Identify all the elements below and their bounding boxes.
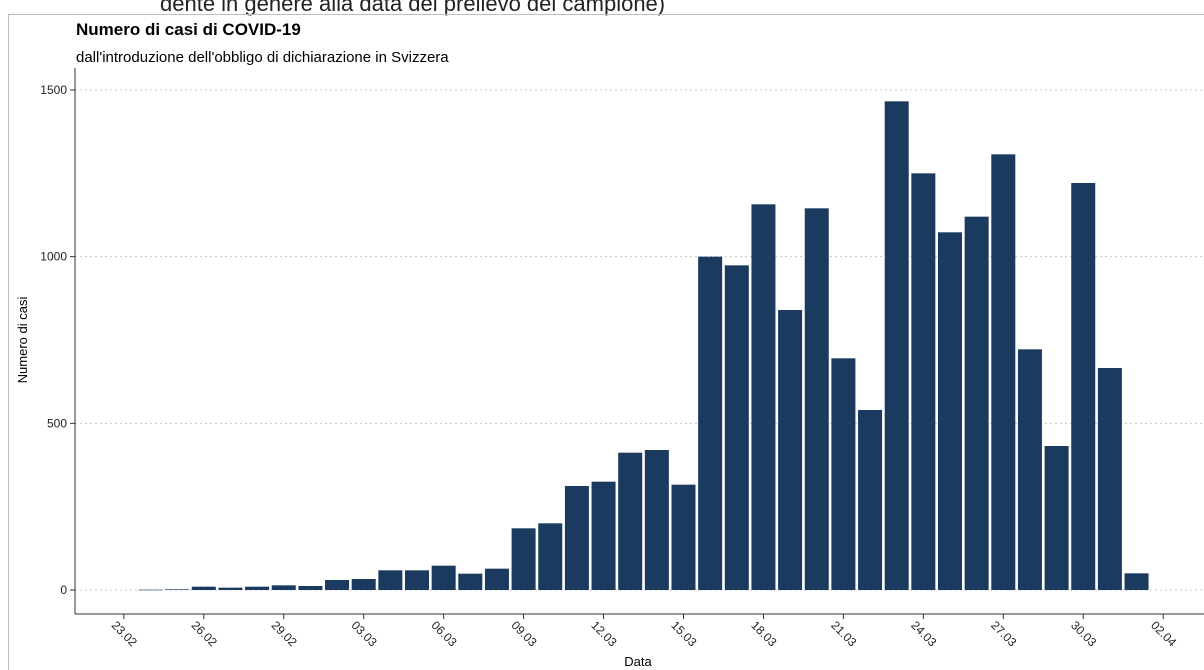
bar-19.03 [778, 310, 803, 590]
y-tick-label: 500 [47, 416, 67, 430]
top-caption: dente in genere alla data del prelievo d… [160, 0, 666, 16]
x-tick-label: 03.03 [349, 618, 380, 649]
x-tick-label: 30.03 [1068, 618, 1099, 649]
bar-29.03 [1044, 446, 1069, 590]
bar-16.03 [698, 256, 723, 590]
chart-subtitle: dall'introduzione dell'obbligo di dichia… [76, 49, 449, 66]
bar-02.03 [325, 580, 350, 590]
bar-04.03 [378, 570, 403, 590]
x-tick-label: 21.03 [828, 618, 859, 649]
bar-21.03 [831, 358, 856, 590]
bar-22.03 [858, 410, 883, 590]
bar-25.02 [165, 589, 190, 590]
bar-24.02 [138, 589, 163, 591]
bar-30.03 [1071, 183, 1096, 590]
y-tick-label: 1000 [40, 250, 67, 264]
y-tick-label: 1500 [40, 83, 67, 97]
x-tick-label: 18.03 [748, 618, 779, 649]
bars [138, 101, 1149, 591]
x-tick-label: 27.03 [988, 618, 1019, 649]
chart-frame [8, 14, 1204, 670]
bar-29.02 [271, 585, 296, 590]
bar-24.03 [911, 173, 936, 590]
bar-14.03 [644, 450, 669, 590]
chart-title: Numero di casi di COVID-19 [76, 20, 301, 39]
x-tick-label: 23.02 [109, 618, 140, 649]
bar-27.03 [991, 154, 1016, 590]
bar-17.03 [724, 265, 749, 590]
bar-15.03 [671, 484, 696, 590]
bar-11.03 [564, 486, 589, 590]
y-tick-label: 0 [60, 583, 67, 597]
x-tick-label: 29.02 [269, 618, 300, 649]
x-tick-label: 02.04 [1148, 618, 1179, 649]
x-tick-label: 09.03 [508, 618, 539, 649]
y-axis-title: Numero di casi [15, 297, 30, 384]
bar-27.02 [218, 587, 243, 590]
bar-01.03 [298, 586, 323, 590]
bar-26.02 [191, 586, 216, 590]
bar-26.03 [964, 216, 989, 591]
bar-12.03 [591, 481, 616, 590]
bar-31.03 [1097, 368, 1122, 590]
bar-05.03 [405, 570, 429, 590]
bar-10.03 [538, 523, 563, 590]
bar-13.03 [618, 452, 643, 590]
x-tick-label: 26.02 [189, 618, 220, 649]
bar-06.03 [431, 565, 456, 590]
x-tick-label: 12.03 [588, 618, 619, 649]
bar-03.03 [351, 579, 376, 590]
x-tick-label: 24.03 [908, 618, 939, 649]
bar-28.02 [245, 586, 270, 590]
bar-09.03 [511, 528, 536, 590]
x-axis-title: Data [624, 654, 652, 669]
bar-23.03 [884, 101, 909, 590]
bar-08.03 [484, 568, 509, 590]
gridlines [75, 89, 1204, 591]
bar-07.03 [458, 573, 483, 590]
x-tick-label: 15.03 [668, 618, 699, 649]
bar-20.03 [804, 208, 829, 590]
bar-18.03 [751, 204, 776, 590]
bar-25.03 [938, 232, 962, 590]
x-tick-label: 06.03 [429, 618, 460, 649]
bar-01.04 [1124, 573, 1149, 590]
bar-28.03 [1017, 349, 1042, 590]
